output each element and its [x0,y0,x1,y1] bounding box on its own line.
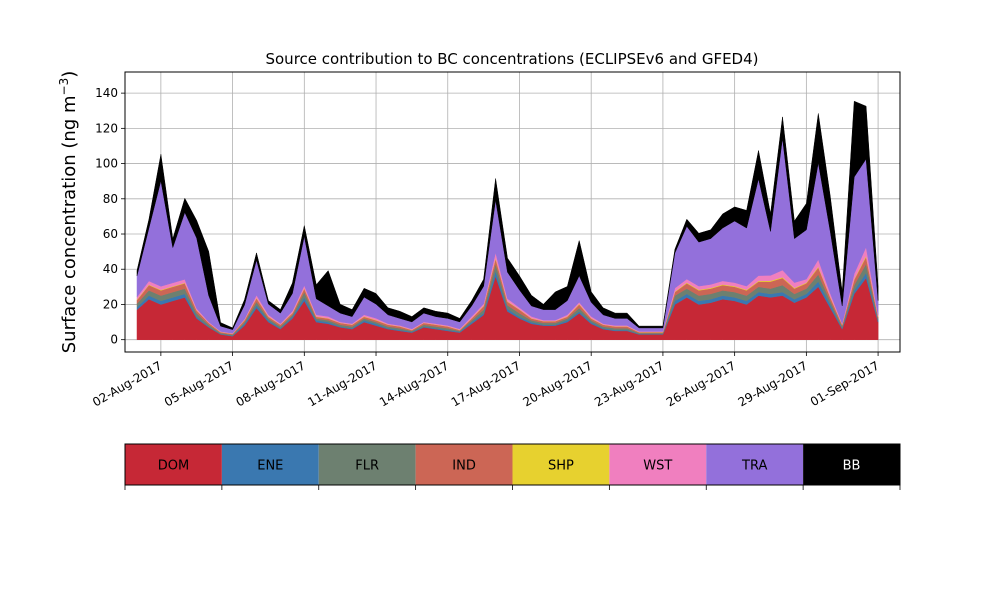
legend-label-ene: ENE [257,459,283,474]
y-tick-label: 80 [103,192,118,206]
legend-swatch-flr [318,444,416,485]
legend-colorbar: DOM ENE FLR IND SHP WST TRA BB [124,443,901,490]
legend-label-wst: WST [643,459,672,474]
y-axis-label: Surface concentration (ng m−3) [57,71,80,354]
y-tick-label: 120 [95,121,118,135]
area-bb [136,100,879,330]
y-tick-label: 60 [103,227,118,241]
legend-swatch-wst [609,444,707,485]
x-tick-label: 11-Aug-2017 [305,358,379,409]
legend-swatch-dom [125,444,222,485]
chart-title: Source contribution to BC concentrations… [265,50,758,68]
legend-label-flr: FLR [355,459,379,474]
x-tick-label: 29-Aug-2017 [736,358,810,409]
x-tick-label: 05-Aug-2017 [162,358,236,409]
legend-swatch-shp [512,444,610,485]
y-tick-label: 20 [103,297,118,311]
legend-label-dom: DOM [158,459,189,474]
y-axis: 0 20 40 60 80 100 120 140 [95,86,125,347]
legend-label-shp: SHP [548,459,574,474]
y-tick-label: 40 [103,262,118,276]
y-tick-label: 0 [110,333,118,347]
legend-swatch-bb [803,444,900,485]
x-tick-label: 17-Aug-2017 [449,358,523,409]
x-tick-label: 01-Sep-2017 [808,358,882,409]
legend-swatch-ene [221,444,319,485]
x-tick-label: 20-Aug-2017 [520,358,594,409]
plot-frame [124,71,901,353]
y-tick-label: 140 [95,86,118,100]
legend-label-tra: TRA [741,459,767,474]
x-tick-label: 08-Aug-2017 [234,358,308,409]
legend-label-bb: BB [843,459,861,474]
legend-swatch-tra [706,444,804,485]
x-tick-label: 23-Aug-2017 [592,358,666,409]
stacked-areas [136,100,879,340]
x-tick-label: 14-Aug-2017 [377,358,451,409]
legend-label-ind: IND [452,459,476,474]
legend-swatch-ind [415,444,513,485]
x-axis: 02-Aug-201705-Aug-201708-Aug-201711-Aug-… [90,352,882,409]
x-tick-label: 02-Aug-2017 [90,358,164,409]
y-tick-label: 100 [95,157,118,171]
x-tick-label: 26-Aug-2017 [664,358,738,409]
